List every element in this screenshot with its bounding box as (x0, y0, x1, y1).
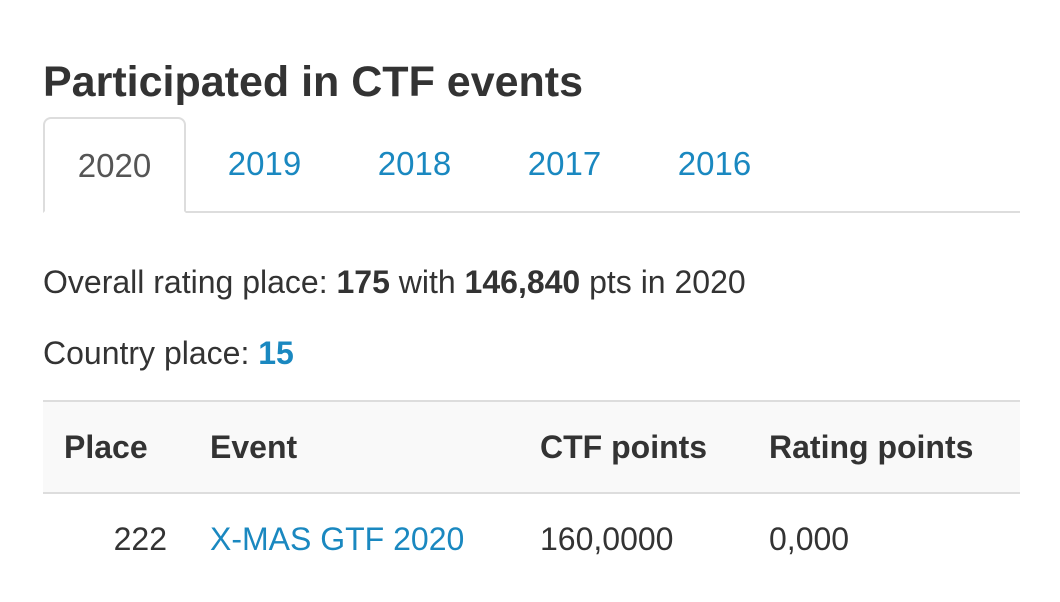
page-title: Participated in CTF events (43, 58, 584, 106)
tab-2020[interactable]: 2020 (43, 117, 186, 213)
tab-2016[interactable]: 2016 (677, 145, 752, 182)
country-place-link[interactable]: 15 (258, 335, 294, 371)
tab-2019[interactable]: 2019 (227, 145, 302, 182)
header-rating-points: Rating points (769, 429, 974, 465)
row-place: 222 (113, 521, 167, 557)
row-event-link[interactable]: X-MAS GTF 2020 (210, 521, 465, 557)
table-row: 222 X-MAS GTF 2020 160,0000 0,000 (43, 494, 1020, 584)
overall-points: 146,840 (464, 264, 581, 300)
tab-2018[interactable]: 2018 (377, 145, 452, 182)
header-ctf-points: CTF points (540, 429, 708, 465)
row-rating-points: 0,000 (769, 521, 850, 557)
overall-with-text: with (389, 264, 465, 300)
overall-suffix: pts in 2020 (580, 264, 746, 300)
country-place-line: Country place: 15 (43, 333, 294, 373)
year-tabs: 2020 2019 2018 2017 2016 (43, 117, 1020, 213)
row-ctf-points: 160,0000 (540, 521, 674, 557)
tab-2017[interactable]: 2017 (527, 145, 602, 182)
overall-rating-place: 175 (336, 264, 390, 300)
overall-rating-prefix: Overall rating place: (43, 264, 337, 300)
header-place: Place (64, 429, 148, 465)
table-header: Place Event CTF points Rating points (43, 400, 1020, 494)
header-event: Event (210, 429, 298, 465)
events-table: Place Event CTF points Rating points 222… (43, 400, 1020, 584)
overall-rating-line: Overall rating place: 175 with 146,840 p… (43, 262, 746, 302)
country-place-prefix: Country place: (43, 335, 259, 371)
